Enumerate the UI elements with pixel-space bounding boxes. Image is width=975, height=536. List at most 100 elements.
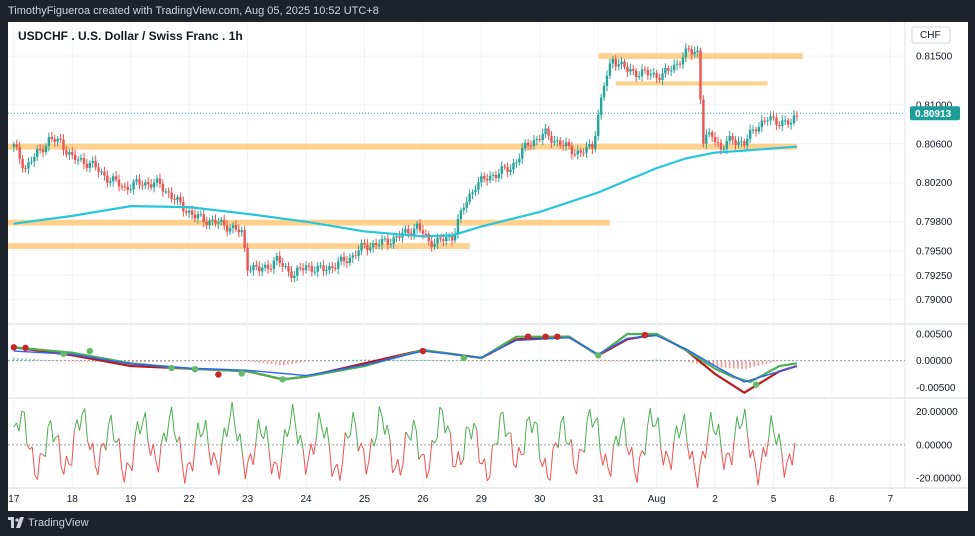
osc-segment xyxy=(31,447,36,476)
candle-body xyxy=(769,116,772,121)
x-tick-label: 30 xyxy=(534,494,546,505)
x-tick-label: 17 xyxy=(8,494,20,505)
osc-segment xyxy=(565,442,569,445)
osc-segment xyxy=(371,438,375,447)
candle-body xyxy=(59,138,62,140)
osc-segment xyxy=(605,453,609,469)
candle-body xyxy=(179,197,182,202)
macd-hist-bar xyxy=(745,360,747,369)
osc-segment xyxy=(497,414,501,444)
candle-body xyxy=(503,166,506,168)
macd-hist-bar xyxy=(467,360,469,362)
oscillator-pane xyxy=(8,401,905,488)
candle-body xyxy=(266,264,270,269)
osc-segment xyxy=(52,436,57,443)
candle-body xyxy=(217,222,220,224)
candle-body xyxy=(228,228,232,232)
osc-segment xyxy=(194,422,199,444)
macd-hist-bar xyxy=(651,359,653,361)
macd-hist-bar xyxy=(13,357,15,361)
candle-body xyxy=(111,176,115,182)
candle-body xyxy=(313,271,316,273)
macd-hist-bar xyxy=(413,359,416,361)
osc-segment xyxy=(413,419,417,430)
candle-body xyxy=(310,266,314,272)
candle-body xyxy=(249,270,252,272)
candle-body xyxy=(170,192,173,199)
currency-box[interactable] xyxy=(911,26,951,44)
osc-segment xyxy=(733,416,738,440)
osc-segment xyxy=(265,425,270,450)
osc-segment xyxy=(192,443,196,472)
osc-segment xyxy=(242,454,246,480)
macd-cross-marker xyxy=(10,344,18,351)
osc-segment xyxy=(668,458,672,470)
macd-hist-bar xyxy=(683,360,686,362)
credit-bar: TimothyFigueroa created with TradingView… xyxy=(0,0,975,22)
candle-body xyxy=(76,159,80,161)
osc-segment xyxy=(460,459,464,466)
candle-body xyxy=(789,122,793,125)
macd-hist-bar xyxy=(610,360,612,362)
osc-segment xyxy=(402,432,407,464)
macd-hist-bar xyxy=(585,360,588,362)
macd-hist-bar xyxy=(581,360,584,362)
macd-y-tick: 0.00000 xyxy=(916,356,953,367)
currency-label: CHF xyxy=(920,30,941,41)
osc-segment xyxy=(423,454,428,479)
candle-body xyxy=(339,256,343,262)
candle-body xyxy=(453,233,457,241)
macd-hist-bar xyxy=(78,360,81,362)
osc-segment xyxy=(470,422,475,440)
macd-hist-bar xyxy=(422,359,424,361)
candle-body xyxy=(579,150,582,153)
candle-body xyxy=(164,191,167,193)
macd-cross-marker xyxy=(191,366,199,373)
osc-segment xyxy=(307,443,312,460)
osc-segment xyxy=(660,446,664,466)
macd-hist-bar xyxy=(278,360,281,366)
x-tick-label: 25 xyxy=(359,494,371,505)
candle-body xyxy=(474,189,477,193)
macd-hist-bar xyxy=(786,360,788,362)
osc-segment xyxy=(620,417,625,428)
osc-segment xyxy=(428,440,433,469)
candle-body xyxy=(585,146,588,153)
osc-segment xyxy=(447,425,451,434)
candle-body xyxy=(395,236,398,238)
osc-segment xyxy=(37,453,41,480)
osc-segment xyxy=(712,429,717,436)
macd-green-line xyxy=(13,332,798,384)
moving-average xyxy=(13,145,797,238)
osc-segment xyxy=(105,424,110,451)
osc-segment xyxy=(568,439,572,445)
macd-hist-bar xyxy=(569,359,571,361)
macd-hist-bar xyxy=(225,360,228,362)
macd-hist-bar xyxy=(503,360,506,361)
candle-body xyxy=(377,244,381,246)
osc-segment xyxy=(152,444,157,461)
osc-segment xyxy=(86,440,91,451)
osc-segment xyxy=(455,451,459,467)
osc-segment xyxy=(583,420,588,453)
x-tick-label: 22 xyxy=(184,494,196,505)
candle-body xyxy=(439,237,442,240)
candle-body xyxy=(483,176,486,179)
candle-body xyxy=(573,154,577,156)
candle-body xyxy=(272,260,276,270)
osc-segment xyxy=(715,423,720,436)
osc-segment xyxy=(484,458,488,481)
x-tick-label: 7 xyxy=(888,494,894,505)
candle-body xyxy=(258,266,261,272)
candle-body xyxy=(281,263,284,267)
candle-body xyxy=(553,141,556,143)
osc-segment xyxy=(576,449,580,475)
macd-hist-bar xyxy=(487,360,490,362)
macd-hist-bar xyxy=(675,360,678,362)
candle-body xyxy=(556,140,559,142)
macd-hist-bar xyxy=(602,360,604,362)
osc-segment xyxy=(89,442,94,451)
macd-hist-bar xyxy=(131,360,134,363)
tradingview-logo[interactable]: TradingView xyxy=(8,517,89,529)
